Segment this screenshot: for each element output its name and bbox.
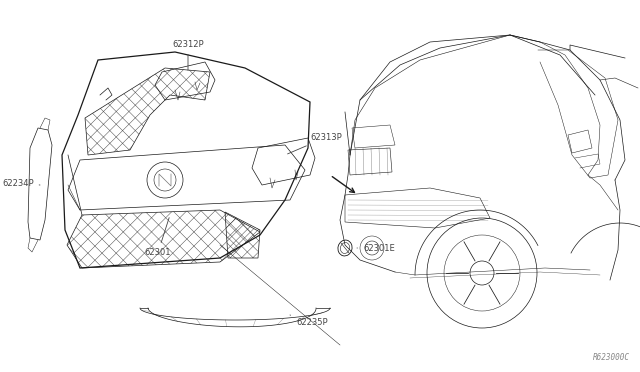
Text: 62301: 62301: [145, 218, 172, 257]
Polygon shape: [85, 68, 210, 155]
Text: 62313P: 62313P: [287, 133, 342, 154]
Text: 62312P: 62312P: [172, 40, 204, 70]
Polygon shape: [67, 210, 260, 268]
Text: 62301E: 62301E: [357, 244, 395, 253]
Text: R623000C: R623000C: [593, 353, 630, 362]
Polygon shape: [225, 212, 260, 258]
Text: 62235P: 62235P: [290, 315, 328, 327]
Text: 62234P: 62234P: [2, 179, 40, 187]
